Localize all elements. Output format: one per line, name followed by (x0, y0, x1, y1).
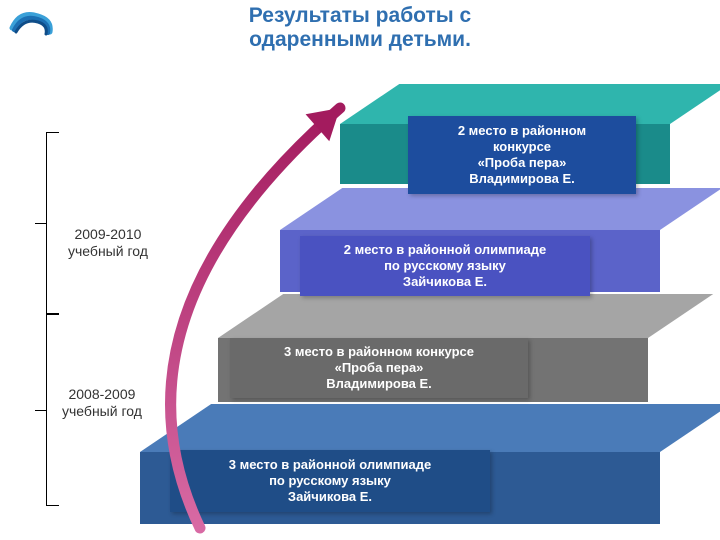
page-title: Результаты работы с одаренными детьми. (0, 4, 720, 52)
trend-arrow (0, 58, 720, 540)
diagram-stage: 2 место в районном конкурсе «Проба пера»… (0, 58, 720, 540)
year-label-0: 2009-2010 учебный год (68, 226, 148, 260)
year-label-1: 2008-2009 учебный год (62, 386, 142, 420)
year-bracket-1 (46, 314, 47, 506)
year-bracket-0 (46, 132, 47, 314)
